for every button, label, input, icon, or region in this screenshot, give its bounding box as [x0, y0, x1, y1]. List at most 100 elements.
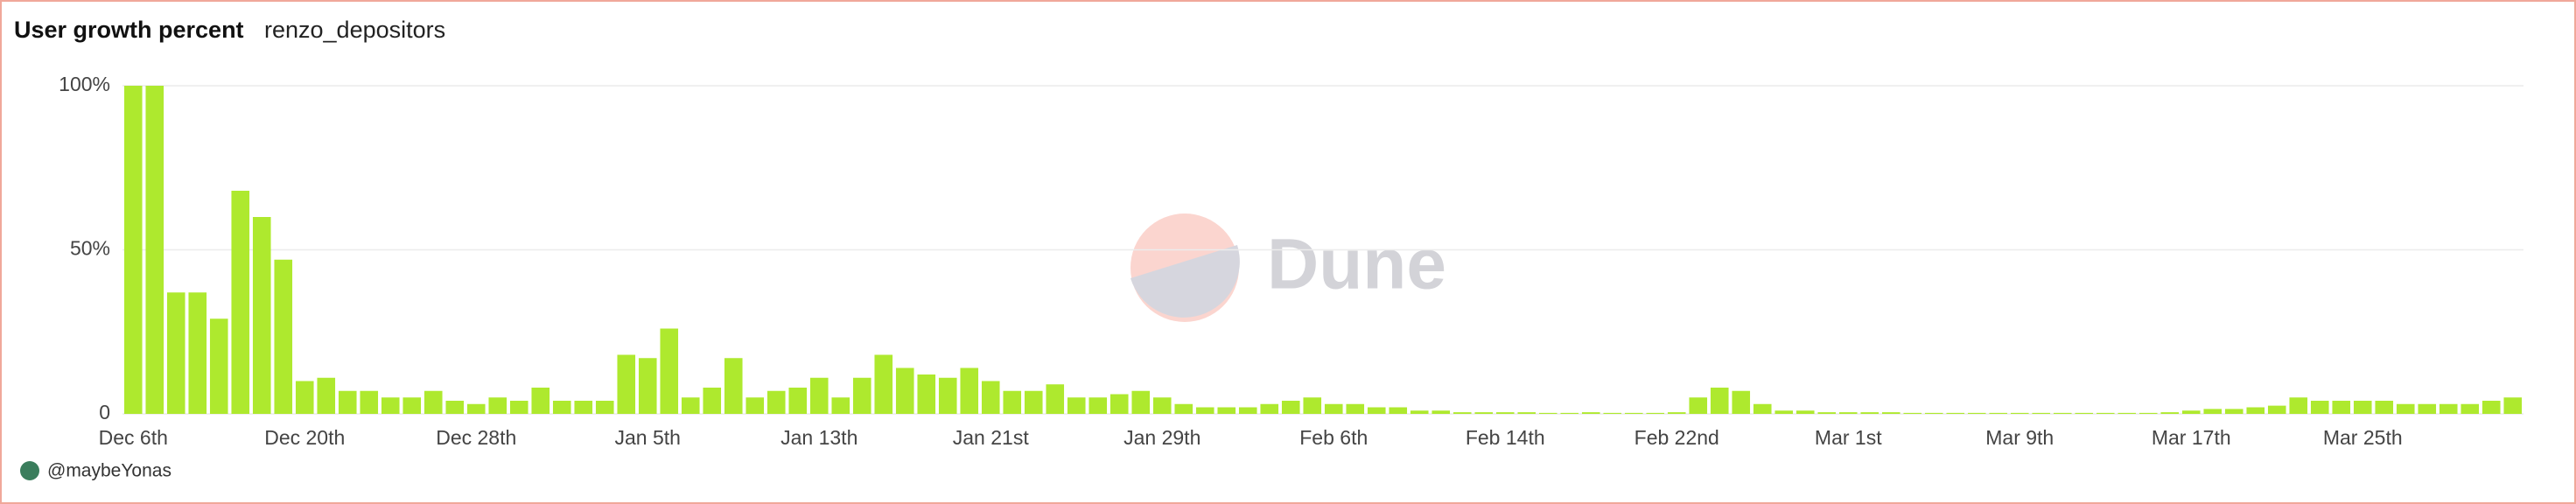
bar	[2439, 403, 2458, 414]
bar	[424, 390, 443, 414]
bar	[1303, 397, 1322, 414]
bar	[509, 401, 528, 414]
x-tick-label: Jan 29th	[1124, 426, 1200, 449]
bar	[466, 403, 486, 414]
bar	[1817, 412, 1837, 414]
y-tick-label: 100%	[59, 73, 110, 95]
bar	[488, 397, 508, 414]
bar	[917, 374, 936, 414]
bar	[2375, 401, 2394, 414]
bar	[1732, 390, 1751, 414]
bar	[874, 354, 893, 414]
bar	[809, 377, 829, 414]
chart-title: User growth percent	[14, 17, 244, 43]
bar	[2203, 409, 2222, 414]
bar	[2396, 403, 2415, 414]
bar	[852, 377, 872, 414]
bar	[1646, 412, 1665, 414]
bar	[317, 377, 336, 414]
bar	[2460, 403, 2480, 414]
bar	[2224, 409, 2244, 414]
bar	[595, 401, 614, 414]
bar	[2096, 412, 2115, 414]
bar	[2353, 401, 2372, 414]
bar	[1624, 412, 1643, 414]
bar	[638, 358, 657, 414]
bar	[338, 390, 357, 414]
bar	[2032, 412, 2051, 414]
bar	[252, 217, 271, 414]
bar	[1152, 397, 1172, 414]
bar	[574, 401, 593, 414]
bar	[123, 86, 143, 414]
bar	[295, 381, 314, 414]
bar	[1046, 384, 1065, 414]
bar	[1131, 390, 1151, 414]
bar	[1774, 410, 1794, 414]
bar	[681, 397, 700, 414]
bar	[1796, 410, 1815, 414]
bar	[1410, 410, 1429, 414]
bar	[1667, 412, 1686, 414]
bar	[831, 397, 850, 414]
bar	[402, 397, 422, 414]
bar	[1110, 394, 1129, 414]
bar	[1560, 412, 1579, 414]
bar	[703, 388, 722, 414]
x-tick-label: Dec 6th	[99, 426, 168, 449]
bar	[1538, 412, 1558, 414]
bar	[445, 401, 465, 414]
bar	[1474, 412, 1494, 414]
bar	[1281, 401, 1300, 414]
bar	[1174, 403, 1194, 414]
bar	[1989, 412, 2008, 414]
bar	[2053, 412, 2072, 414]
bar	[1753, 403, 1772, 414]
bar	[1881, 412, 1900, 414]
bar	[1710, 388, 1729, 414]
x-tick-label: Jan 13th	[780, 426, 858, 449]
bar	[788, 388, 808, 414]
bar	[209, 318, 228, 414]
watermark-logo-lower	[1130, 245, 1240, 318]
bar	[2160, 412, 2180, 414]
x-tick-label: Jan 5th	[615, 426, 681, 449]
bar	[981, 381, 1000, 414]
bar	[274, 259, 293, 414]
author: @maybeYonas	[47, 461, 172, 481]
bar	[2289, 397, 2308, 414]
x-tick-label: Mar 25th	[2323, 426, 2403, 449]
bar	[1024, 390, 1043, 414]
bar	[1260, 403, 1279, 414]
bar	[1946, 412, 1965, 414]
bar	[1924, 412, 1943, 414]
x-tick-label: Dec 28th	[436, 426, 516, 449]
bar	[2267, 405, 2286, 414]
bar	[617, 354, 636, 414]
bar	[766, 390, 786, 414]
y-tick-label: 0	[99, 401, 110, 424]
x-tick-label: Mar 1st	[1815, 426, 1882, 449]
bar	[2482, 401, 2501, 414]
x-tick-label: Feb 22nd	[1634, 426, 1719, 449]
watermark: Dune	[1130, 214, 1446, 322]
bar	[1581, 412, 1600, 414]
bar	[166, 292, 186, 414]
chart-subtitle: renzo_depositors	[264, 17, 445, 43]
bar	[2418, 403, 2437, 414]
bar	[1067, 397, 1086, 414]
bar	[381, 397, 400, 414]
bar	[724, 358, 743, 414]
x-tick-label: Jan 21st	[953, 426, 1030, 449]
bar	[188, 292, 207, 414]
bar	[960, 368, 979, 414]
bar	[1003, 390, 1022, 414]
bar	[1346, 403, 1365, 414]
bar	[2310, 401, 2329, 414]
bar	[938, 377, 957, 414]
bar	[2181, 410, 2201, 414]
x-tick-label: Mar 17th	[2152, 426, 2231, 449]
watermark-text: Dune	[1267, 225, 1446, 304]
